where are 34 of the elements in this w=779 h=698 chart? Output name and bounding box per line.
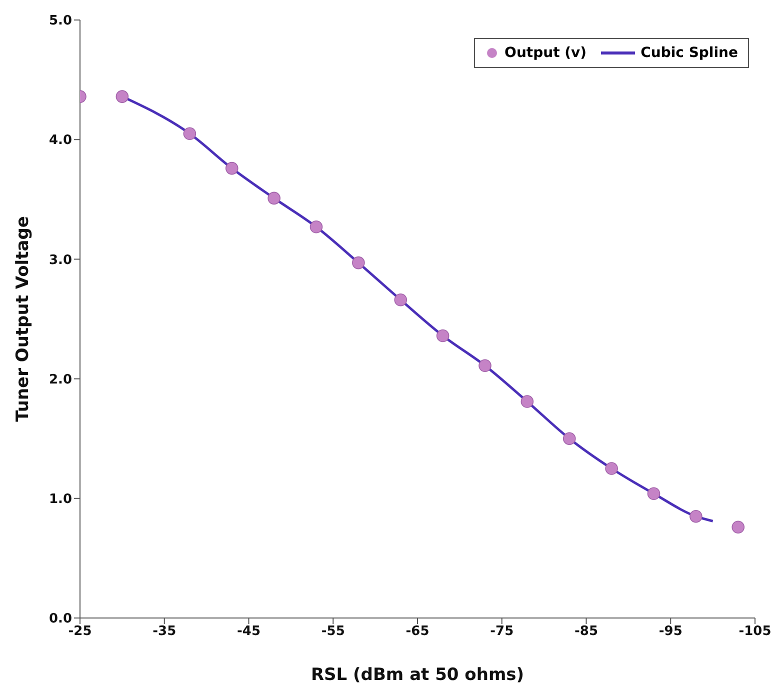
x-tick-label: -35 [152, 624, 176, 640]
x-tick-label: -25 [68, 624, 92, 640]
point [562, 432, 576, 445]
x-tick-label: -45 [237, 624, 260, 640]
x-tick-label: -65 [406, 624, 430, 640]
point [478, 359, 492, 372]
point [116, 90, 129, 103]
legend-label: Cubic Spline [640, 45, 738, 61]
legend-label: Output (v) [504, 45, 587, 61]
x-axis-title: RSL (dBm at 50 ohms) [310, 665, 524, 685]
y-axis-title: Tuner Output Voltage [13, 216, 34, 422]
point [436, 329, 450, 342]
point [605, 462, 618, 475]
point [394, 293, 408, 306]
y-tick-label: 1.0 [48, 492, 72, 508]
x-tick-label: -55 [321, 624, 345, 640]
x-tick-label: -85 [574, 624, 598, 640]
y-tick-label: 0.0 [48, 612, 72, 627]
point [690, 510, 702, 523]
point [520, 395, 534, 408]
point [732, 520, 745, 534]
y-tick-label: 5.0 [48, 14, 72, 29]
point [225, 162, 238, 175]
y-tick-label: 2.0 [48, 372, 72, 388]
y-tick-label: 3.0 [48, 252, 72, 268]
point [183, 127, 196, 140]
point [647, 487, 660, 500]
point [352, 256, 365, 270]
x-tick-label: -105 [738, 624, 772, 640]
point [310, 220, 323, 234]
y-tick-label: 4.0 [48, 133, 72, 148]
x-tick-label: -75 [490, 624, 514, 640]
point [268, 192, 280, 205]
x-tick-label: -95 [658, 624, 682, 640]
